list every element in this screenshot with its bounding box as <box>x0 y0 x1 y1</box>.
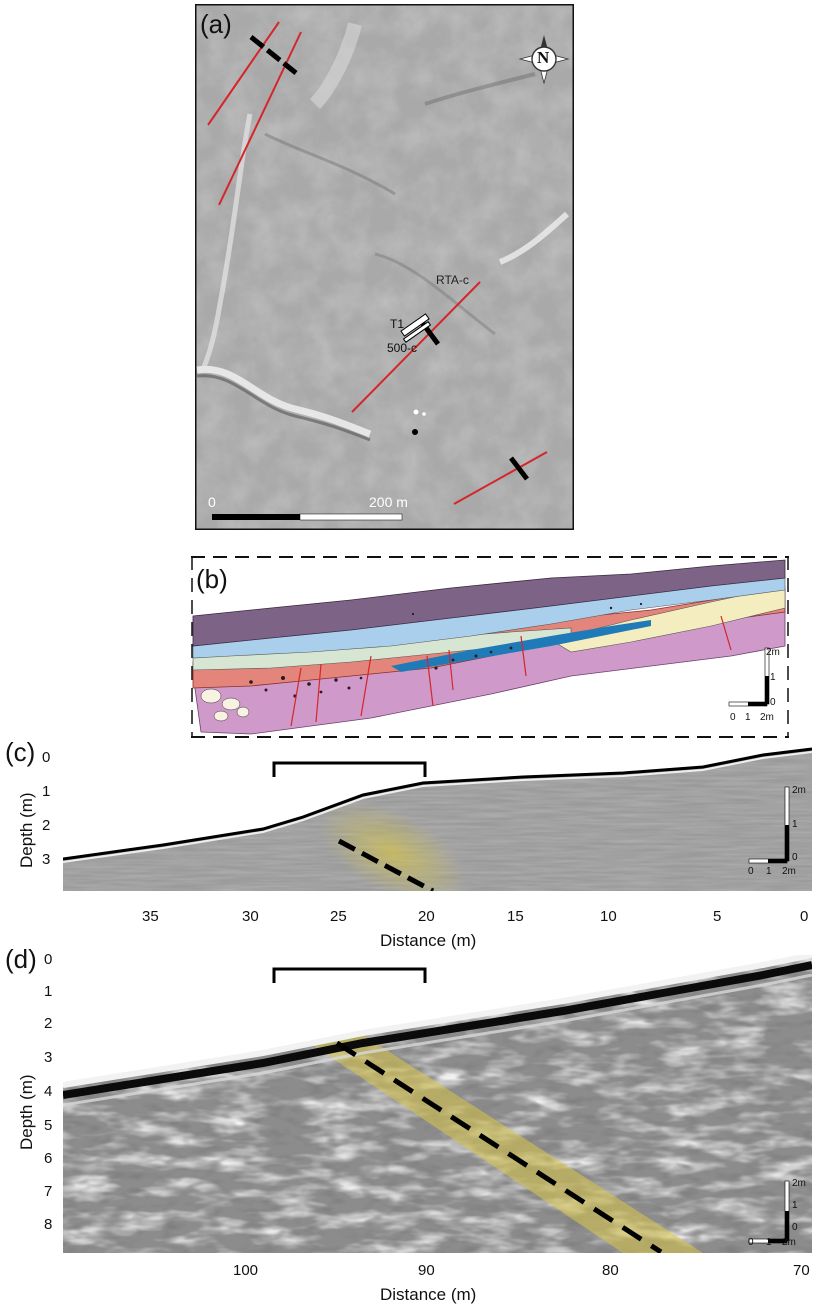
panel-d-bracket <box>272 967 427 983</box>
label-t1: T1 <box>390 317 405 331</box>
scale-bar-start-label: 0 <box>208 494 216 510</box>
panel-d-hscale-2: 2m <box>782 1237 796 1248</box>
panel-b-hscale-0: 0 <box>730 712 736 723</box>
panel-d-fault-dashed <box>335 1040 663 1253</box>
clast-zone <box>249 602 643 698</box>
panel-d-ytick-6: 6 <box>44 1150 53 1167</box>
panel-c-bracket <box>272 761 427 777</box>
panel-d-hscale-1: 1 <box>766 1237 772 1248</box>
fault-trace-central <box>351 281 481 413</box>
panel-d-ytick-0: 0 <box>44 951 53 968</box>
panel-b-trench-log <box>191 556 789 738</box>
fault-trace-nw-2 <box>218 31 302 206</box>
panel-c-xtick-15: 15 <box>507 908 524 925</box>
panel-d-hscale-0: 0 <box>748 1237 754 1248</box>
panel-d-ytick-2: 2 <box>44 1015 53 1032</box>
panel-d-gpr-profile <box>63 955 812 1253</box>
panel-c-xtick-5: 5 <box>713 908 722 925</box>
panel-c-vscale-mid: 1 <box>792 819 798 830</box>
clast-pale-zone <box>200 688 250 722</box>
panel-d-label: (d) <box>5 944 37 974</box>
layer-cream <box>550 585 786 653</box>
panel-c-label: (c) <box>5 737 36 767</box>
panel-c-ytick-1: 1 <box>42 783 51 800</box>
panel-d-vscale-top: 2m <box>792 1178 806 1189</box>
panel-c-ytick-0: 0 <box>42 749 51 766</box>
panel-d-ytick-8: 8 <box>44 1216 53 1233</box>
panel-d-ytick-3: 3 <box>44 1049 53 1066</box>
panel-c-ytick-2: 2 <box>42 817 51 834</box>
profile-marker-nw <box>249 35 298 75</box>
layer-dark-blue <box>391 620 651 672</box>
panel-d-xtick-80: 80 <box>602 1262 619 1279</box>
north-label: N <box>537 48 550 67</box>
profile-marker-se <box>509 456 529 481</box>
panel-c-xtick-10: 10 <box>600 908 617 925</box>
panel-c-xtick-20: 20 <box>418 908 435 925</box>
panel-d-xtick-70: 70 <box>793 1262 810 1279</box>
panel-d-xtick-100: 100 <box>233 1262 259 1279</box>
panel-b-vscale-mid: 1 <box>770 672 776 683</box>
label-500-c: 500-c <box>387 341 418 355</box>
panel-c-vscale-zero: 0 <box>792 852 798 863</box>
panel-b-hscale-2: 2m <box>760 712 774 723</box>
panel-d-vscale-mid: 1 <box>792 1200 798 1211</box>
north-arrow-icon <box>518 35 570 85</box>
panel-d-ytick-7: 7 <box>44 1183 53 1200</box>
panel-d-vscale-zero: 0 <box>792 1222 798 1233</box>
panel-c-hscale-2: 2m <box>782 866 796 877</box>
layer-purple-top <box>192 559 786 647</box>
trench-t1-symbol <box>400 313 432 343</box>
panel-c-hscale-0: 0 <box>748 866 754 877</box>
panel-d-ytick-4: 4 <box>44 1083 53 1100</box>
panel-b-vscale-top: 2m <box>766 647 780 658</box>
panel-c-vscale-top: 2m <box>792 785 806 796</box>
panel-d-ytick-5: 5 <box>44 1117 53 1134</box>
scale-bar-end-label: 200 m <box>369 494 408 510</box>
panel-b-label: (b) <box>196 564 228 594</box>
panel-c-xtick-25: 25 <box>330 908 347 925</box>
panel-c-gpr-profile <box>63 747 812 891</box>
log-faults <box>290 615 732 727</box>
fault-trace-nw-1 <box>207 21 280 126</box>
panel-c-x-title: Distance (m) <box>380 931 477 950</box>
panel-c-xtick-35: 35 <box>142 908 159 925</box>
panel-d-y-title: Depth (m) <box>17 1074 36 1150</box>
panel-c-ytick-3: 3 <box>42 851 51 868</box>
panel-d-xtick-90: 90 <box>418 1262 435 1279</box>
panel-c-xtick-30: 30 <box>242 908 259 925</box>
fault-trace-se <box>453 451 548 505</box>
panel-a-label: (a) <box>200 9 232 39</box>
panel-c-y-title: Depth (m) <box>17 792 36 868</box>
label-rta-c: RTA-c <box>436 273 469 287</box>
panel-b-vscale-zero: 0 <box>770 697 776 708</box>
panel-d-ytick-1: 1 <box>44 983 53 1000</box>
panel-c-xtick-0: 0 <box>800 908 809 925</box>
panel-c-fault-dashed <box>337 838 435 891</box>
panel-c-hscale-1: 1 <box>766 866 772 877</box>
panel-a-map <box>195 4 574 530</box>
panel-b-hscale-1: 1 <box>745 712 751 723</box>
panel-d-x-title: Distance (m) <box>380 1285 477 1304</box>
